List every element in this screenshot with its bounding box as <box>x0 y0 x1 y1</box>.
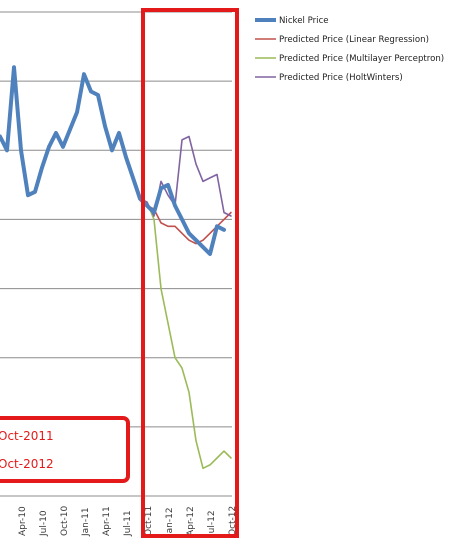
x-tick-label: Oct-11 <box>144 506 154 536</box>
series-line-predicted-price-multilayer-perceptron <box>139 197 232 470</box>
series-layer <box>0 65 232 470</box>
x-tick-label: Jan-11 <box>81 507 91 537</box>
x-tick-label: Apr-12 <box>186 506 196 536</box>
x-tick-label: Apr-11 <box>102 506 112 536</box>
x-tick-label: Oct-10 <box>60 505 70 536</box>
x-axis-ticks: Apr-10 Jul-10 Oct-10 Jan-11 Apr-11 Jul-11 Oct-… <box>18 505 238 537</box>
gridlines <box>0 11 232 497</box>
legend-label: Nickel Price <box>279 16 329 26</box>
callout-date-label: Oct-2012 <box>0 457 54 471</box>
callout-date-label: Oct-2011 <box>0 429 54 443</box>
callout-box <box>0 416 130 483</box>
prediction-window-highlight <box>141 8 239 538</box>
x-tick-label: Oct-12 <box>228 506 238 536</box>
x-tick-label: Jul-11 <box>123 510 133 537</box>
legend-label: Predicted Price (Multilayer Perceptron) <box>279 54 444 64</box>
x-tick-label: Apr-10 <box>18 506 28 536</box>
series-line-predicted-price-holtwinters <box>139 135 232 217</box>
series-line-nickel-price <box>0 65 226 256</box>
x-tick-label: Jan-12 <box>165 507 175 537</box>
legend: Nickel Price Predicted Price (Linear Regr… <box>255 16 444 83</box>
legend-label: Predicted Price (Linear Regression) <box>279 35 429 45</box>
x-tick-label: Jul-12 <box>207 510 217 537</box>
date-range-callout: Oct-2011 Oct-2012 <box>0 416 130 483</box>
legend-label: Predicted Price (HoltWinters) <box>279 73 403 83</box>
highlight-layer <box>141 8 239 538</box>
x-tick-label: Jul-10 <box>39 510 49 537</box>
